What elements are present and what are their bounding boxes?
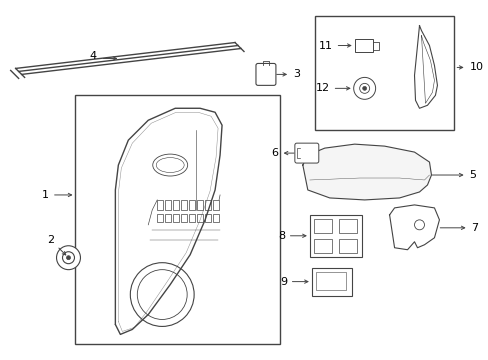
Bar	[338, 219, 356, 233]
Bar	[204, 200, 211, 210]
Circle shape	[57, 246, 81, 270]
Bar	[338, 239, 356, 253]
Text: 3: 3	[276, 69, 299, 80]
Circle shape	[362, 86, 366, 90]
Bar	[204, 214, 211, 222]
Text: 5: 5	[431, 170, 475, 180]
Bar	[315, 272, 345, 289]
Bar	[213, 200, 219, 210]
Text: 10: 10	[456, 62, 482, 72]
Bar	[189, 200, 195, 210]
Bar	[181, 200, 187, 210]
Text: 1: 1	[42, 190, 71, 200]
Text: 6: 6	[270, 148, 293, 158]
Bar	[309, 215, 361, 257]
Text: 11: 11	[318, 41, 350, 50]
Bar	[313, 219, 331, 233]
Text: 8: 8	[277, 231, 305, 241]
Bar	[165, 214, 171, 222]
FancyBboxPatch shape	[294, 143, 318, 163]
Bar	[314, 15, 453, 130]
Bar	[197, 214, 203, 222]
Circle shape	[66, 256, 70, 260]
Bar	[311, 268, 351, 296]
Text: 9: 9	[279, 276, 307, 287]
Polygon shape	[389, 205, 439, 250]
Bar	[354, 39, 372, 53]
Bar	[75, 95, 279, 345]
Bar	[173, 200, 179, 210]
Text: 12: 12	[315, 84, 349, 93]
Circle shape	[414, 220, 424, 230]
Circle shape	[359, 84, 369, 93]
Text: 2: 2	[47, 235, 65, 255]
Text: 7: 7	[439, 223, 477, 233]
Bar	[189, 214, 195, 222]
Bar	[157, 214, 163, 222]
FancyBboxPatch shape	[255, 63, 275, 85]
Polygon shape	[302, 144, 430, 200]
Circle shape	[353, 77, 375, 99]
Text: 4: 4	[90, 51, 97, 62]
Bar	[197, 200, 203, 210]
Circle shape	[62, 252, 74, 264]
Bar	[165, 200, 171, 210]
Bar	[313, 239, 331, 253]
Bar	[181, 214, 187, 222]
Bar	[157, 200, 163, 210]
Bar	[173, 214, 179, 222]
Bar	[213, 214, 219, 222]
